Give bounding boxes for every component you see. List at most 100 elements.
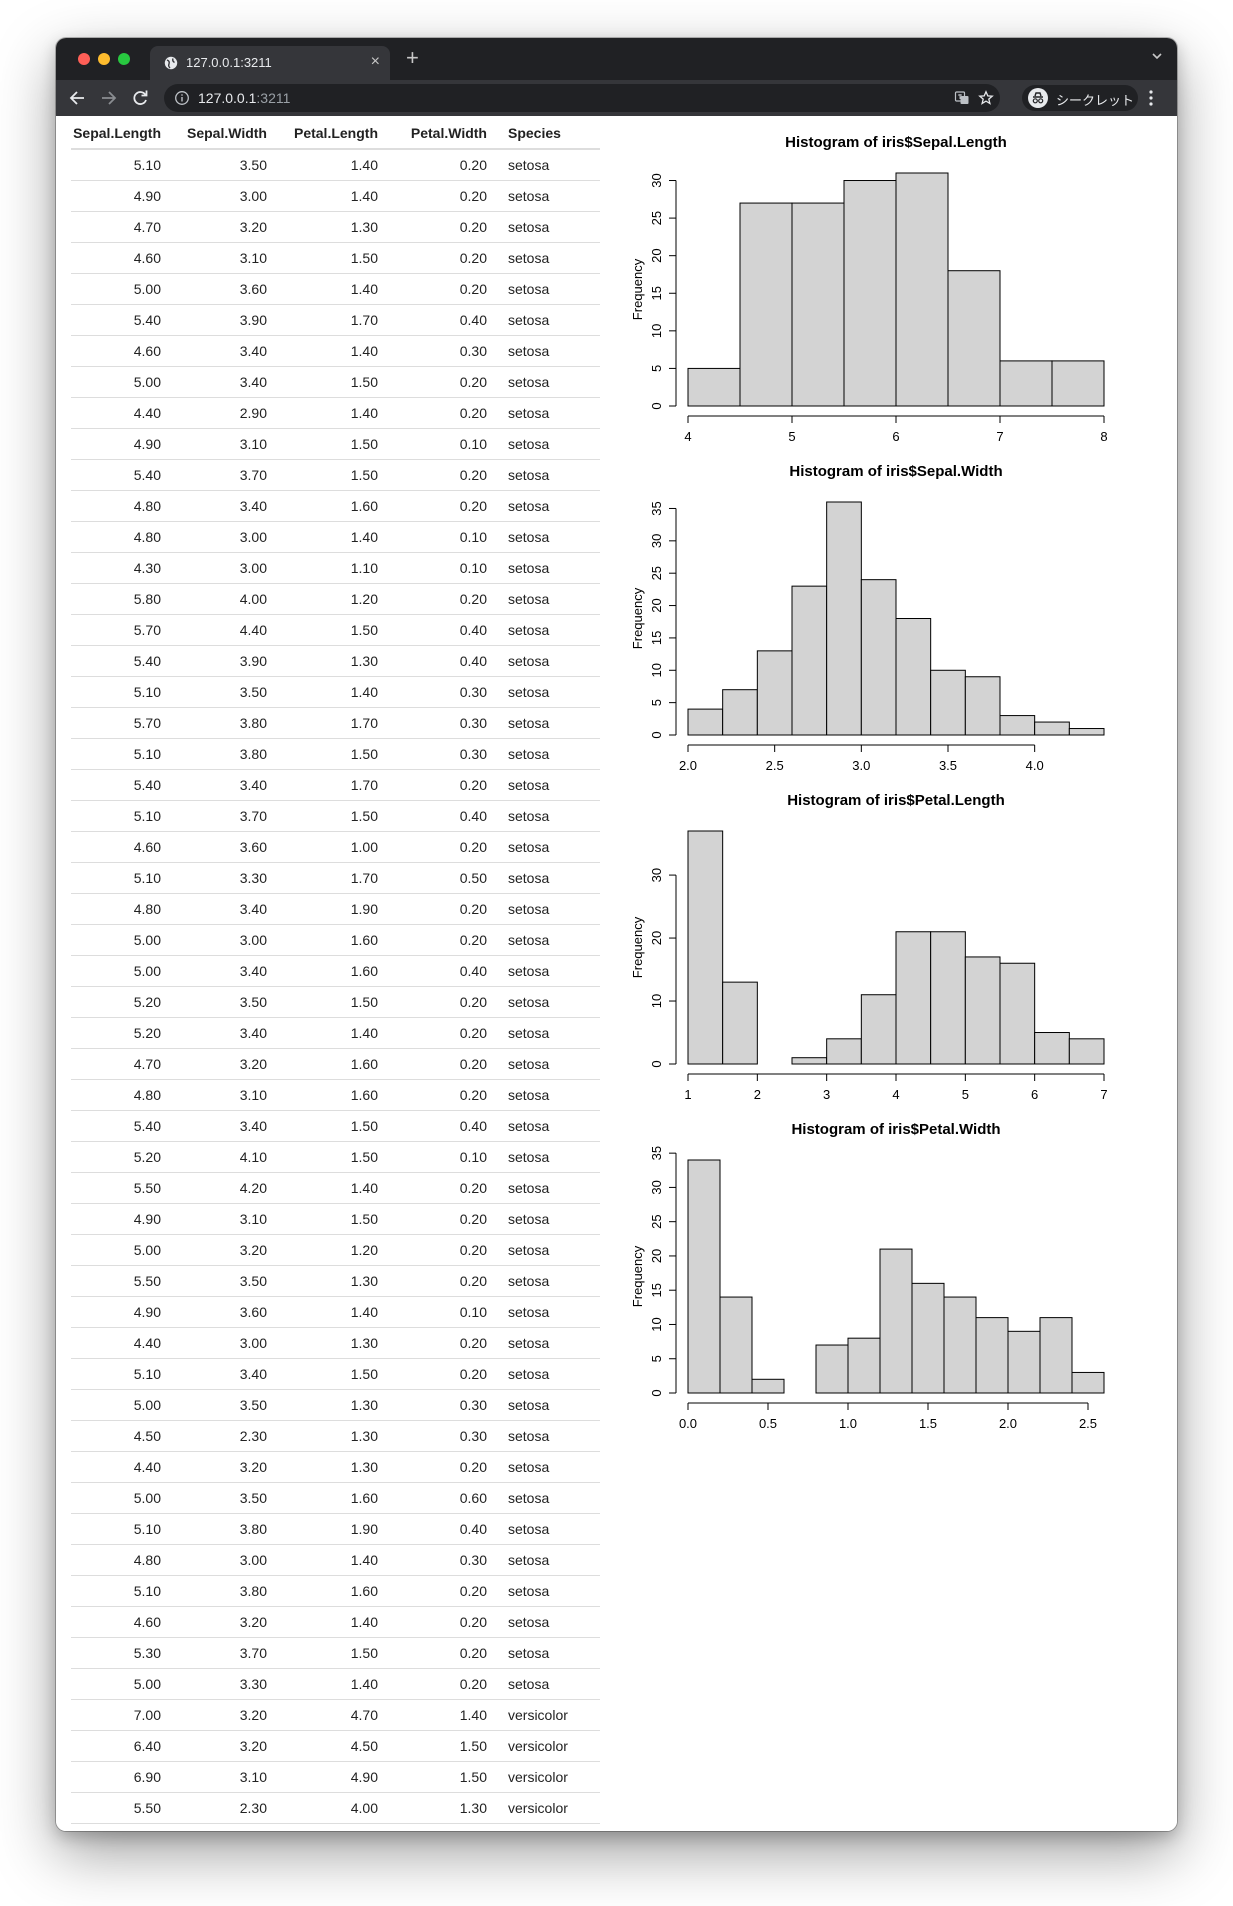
table-row: 5.10 3.40 1.50 0.20 setosa bbox=[71, 1358, 600, 1390]
table-cell: 1.70 bbox=[277, 862, 388, 894]
table-cell: 3.70 bbox=[171, 800, 277, 832]
table-cell: setosa bbox=[497, 366, 600, 398]
table-cell: setosa bbox=[497, 1575, 600, 1607]
table-cell: 4.90 bbox=[71, 180, 171, 212]
table-cell: 5.70 bbox=[71, 614, 171, 646]
x-tick-label: 0.0 bbox=[679, 1416, 697, 1431]
new-tab-button[interactable]: + bbox=[406, 45, 419, 70]
table-cell: 0.20 bbox=[388, 273, 497, 305]
address-bar[interactable]: 127.0.0.1:3211 bbox=[164, 84, 1000, 112]
table-cell: setosa bbox=[497, 1482, 600, 1514]
histogram-bar bbox=[722, 689, 758, 736]
histogram-bar bbox=[930, 669, 966, 736]
table-cell: 3.20 bbox=[171, 1234, 277, 1266]
table-cell: 5.10 bbox=[71, 1575, 171, 1607]
table-row: 7.00 3.20 4.70 1.40 versicolor bbox=[71, 1699, 600, 1731]
info-icon[interactable] bbox=[174, 90, 190, 106]
menu-icon[interactable] bbox=[1148, 88, 1154, 108]
table-cell: 4.50 bbox=[71, 1420, 171, 1452]
url-text[interactable]: 127.0.0.1:3211 bbox=[198, 90, 291, 106]
browser-tab[interactable]: 127.0.0.1:3211 × bbox=[150, 46, 390, 80]
y-tick-label: 5 bbox=[649, 699, 664, 706]
table-cell: 4.70 bbox=[71, 211, 171, 243]
table-cell: 5.00 bbox=[71, 366, 171, 398]
table-cell: 1.30 bbox=[277, 211, 388, 243]
table-row: 5.10 3.80 1.90 0.40 setosa bbox=[71, 1513, 600, 1545]
table-row: 5.00 3.40 1.60 0.40 setosa bbox=[71, 955, 600, 987]
table-cell: 1.40 bbox=[277, 1172, 388, 1204]
table-cell: 1.40 bbox=[277, 180, 388, 212]
table-cell: 4.90 bbox=[71, 1296, 171, 1328]
histogram-bar bbox=[791, 1057, 828, 1065]
table-cell: 3.80 bbox=[171, 738, 277, 770]
close-window-button[interactable] bbox=[78, 53, 90, 65]
table-cell: 3.80 bbox=[171, 707, 277, 739]
table-row: 5.10 3.50 1.40 0.20 setosa bbox=[71, 149, 600, 181]
table-cell: setosa bbox=[497, 1451, 600, 1483]
table-cell: 1.70 bbox=[277, 304, 388, 336]
x-tick-label: 2.0 bbox=[999, 1416, 1017, 1431]
star-icon[interactable] bbox=[978, 90, 994, 106]
table-row: 5.00 3.30 1.40 0.20 setosa bbox=[71, 1668, 600, 1700]
table-cell: 1.60 bbox=[277, 1048, 388, 1080]
forward-icon[interactable] bbox=[96, 80, 120, 116]
translate-icon[interactable] bbox=[954, 90, 970, 106]
table-cell: 0.20 bbox=[388, 893, 497, 925]
table-cell: 3.60 bbox=[171, 1296, 277, 1328]
table-cell: 1.50 bbox=[388, 1761, 497, 1793]
tab-close-button[interactable]: × bbox=[370, 53, 380, 70]
y-tick-label: 0 bbox=[649, 402, 664, 409]
table-cell: 5.00 bbox=[71, 1389, 171, 1421]
table-cell: setosa bbox=[497, 1172, 600, 1204]
tab-list-icon[interactable] bbox=[1151, 50, 1163, 62]
y-tick-label: 15 bbox=[649, 286, 664, 300]
y-axis-label: Frequency bbox=[630, 916, 645, 978]
table-cell: 0.20 bbox=[388, 397, 497, 429]
table-row: 5.00 3.40 1.50 0.20 setosa bbox=[71, 366, 600, 398]
y-tick-label: 0 bbox=[649, 1060, 664, 1067]
y-tick-label: 30 bbox=[649, 868, 664, 882]
table-cell: 0.20 bbox=[388, 1203, 497, 1235]
reload-icon[interactable] bbox=[128, 80, 152, 116]
histogram-chart: Histogram of iris$Sepal.Length 4 5 6 7 8 0 5 10 1… bbox=[630, 134, 1108, 444]
table-cell: 0.20 bbox=[388, 149, 497, 181]
back-icon[interactable] bbox=[66, 80, 90, 116]
y-tick-label: 0 bbox=[649, 731, 664, 738]
table-cell: 4.70 bbox=[71, 1048, 171, 1080]
table-cell: 3.50 bbox=[171, 149, 277, 181]
table-row: 4.30 3.00 1.10 0.10 setosa bbox=[71, 552, 600, 584]
table-cell: 3.30 bbox=[171, 862, 277, 894]
histogram-bar bbox=[722, 981, 758, 1065]
table-cell: 7.00 bbox=[71, 1699, 171, 1731]
zoom-window-button[interactable] bbox=[118, 53, 130, 65]
incognito-badge[interactable]: シークレット bbox=[1022, 85, 1138, 111]
table-cell: 0.60 bbox=[388, 1482, 497, 1514]
chart-title: Histogram of iris$Petal.Length bbox=[787, 792, 1005, 809]
chart-title: Histogram of iris$Sepal.Width bbox=[789, 463, 1002, 480]
table-cell: 1.60 bbox=[277, 490, 388, 522]
table-cell: 0.10 bbox=[388, 1296, 497, 1328]
table-cell: 1.60 bbox=[277, 955, 388, 987]
table-cell: 1.40 bbox=[277, 521, 388, 553]
table-cell: 1.50 bbox=[277, 366, 388, 398]
table-cell: 4.00 bbox=[277, 1792, 388, 1824]
histogram-bar bbox=[1068, 728, 1105, 736]
minimize-window-button[interactable] bbox=[98, 53, 110, 65]
table-cell: setosa bbox=[497, 738, 600, 770]
table-cell: 3.80 bbox=[171, 1575, 277, 1607]
histogram-bar bbox=[895, 618, 932, 736]
table-cell: 0.10 bbox=[388, 521, 497, 553]
table-cell: 5.80 bbox=[71, 583, 171, 615]
table-cell: 2.30 bbox=[171, 1420, 277, 1452]
table-cell: setosa bbox=[497, 1420, 600, 1452]
histogram-chart: Histogram of iris$Sepal.Width 2.0 2.5 3.0 3.… bbox=[630, 463, 1105, 773]
globe-icon bbox=[164, 56, 178, 70]
tab-title: 127.0.0.1:3211 bbox=[186, 55, 272, 70]
table-cell: setosa bbox=[497, 1265, 600, 1297]
table-row: 5.50 2.30 4.00 1.30 versicolor bbox=[71, 1792, 600, 1824]
table-cell: 4.70 bbox=[277, 1699, 388, 1731]
table-cell: setosa bbox=[497, 1389, 600, 1421]
table-cell: 1.40 bbox=[277, 1017, 388, 1049]
table-cell: 3.00 bbox=[171, 180, 277, 212]
table-cell: 3.70 bbox=[171, 459, 277, 491]
